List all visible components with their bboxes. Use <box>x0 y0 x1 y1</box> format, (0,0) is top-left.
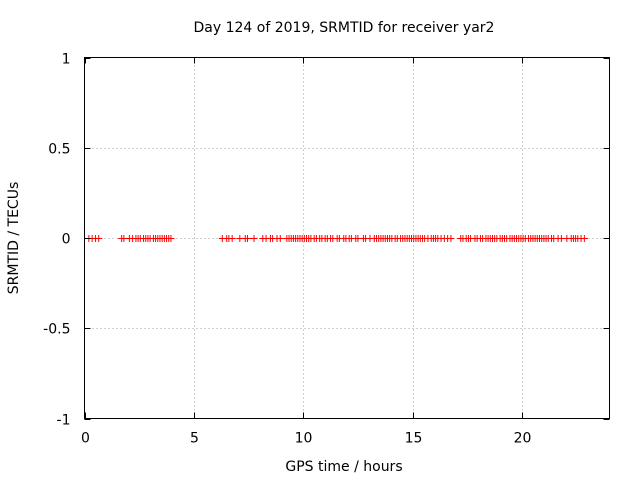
data-point-marker <box>243 235 251 242</box>
y-tick-label: 0.5 <box>48 142 70 158</box>
y-tick-label: -1 <box>57 413 71 429</box>
x-axis-label: GPS time / hours <box>285 459 402 475</box>
x-tick-label: 10 <box>295 431 313 447</box>
y-tick-label: -0.5 <box>43 322 70 338</box>
data-point-marker <box>95 235 103 242</box>
marker-layer <box>85 235 588 242</box>
x-tick-label: 0 <box>81 431 90 447</box>
y-axis-label: SRMTID / TECUs <box>6 182 22 295</box>
y-tick-label: 1 <box>62 52 71 68</box>
data-point-marker <box>228 235 236 242</box>
data-point-marker <box>580 235 588 242</box>
x-tick-label: 20 <box>514 431 532 447</box>
data-point-marker <box>276 235 284 242</box>
y-tick-label: 0 <box>62 232 71 248</box>
x-tick-label: 5 <box>190 431 199 447</box>
chart-title: Day 124 of 2019, SRMTID for receiver yar… <box>194 20 495 36</box>
data-point-marker <box>250 235 258 242</box>
data-point-marker <box>447 235 455 242</box>
tick-layer <box>84 57 610 420</box>
label-layer: 0 5 10 15 20 -1 -0.5 0 0.5 1 <box>43 52 531 447</box>
x-tick-label: 15 <box>405 431 423 447</box>
data-point-marker <box>167 235 175 242</box>
